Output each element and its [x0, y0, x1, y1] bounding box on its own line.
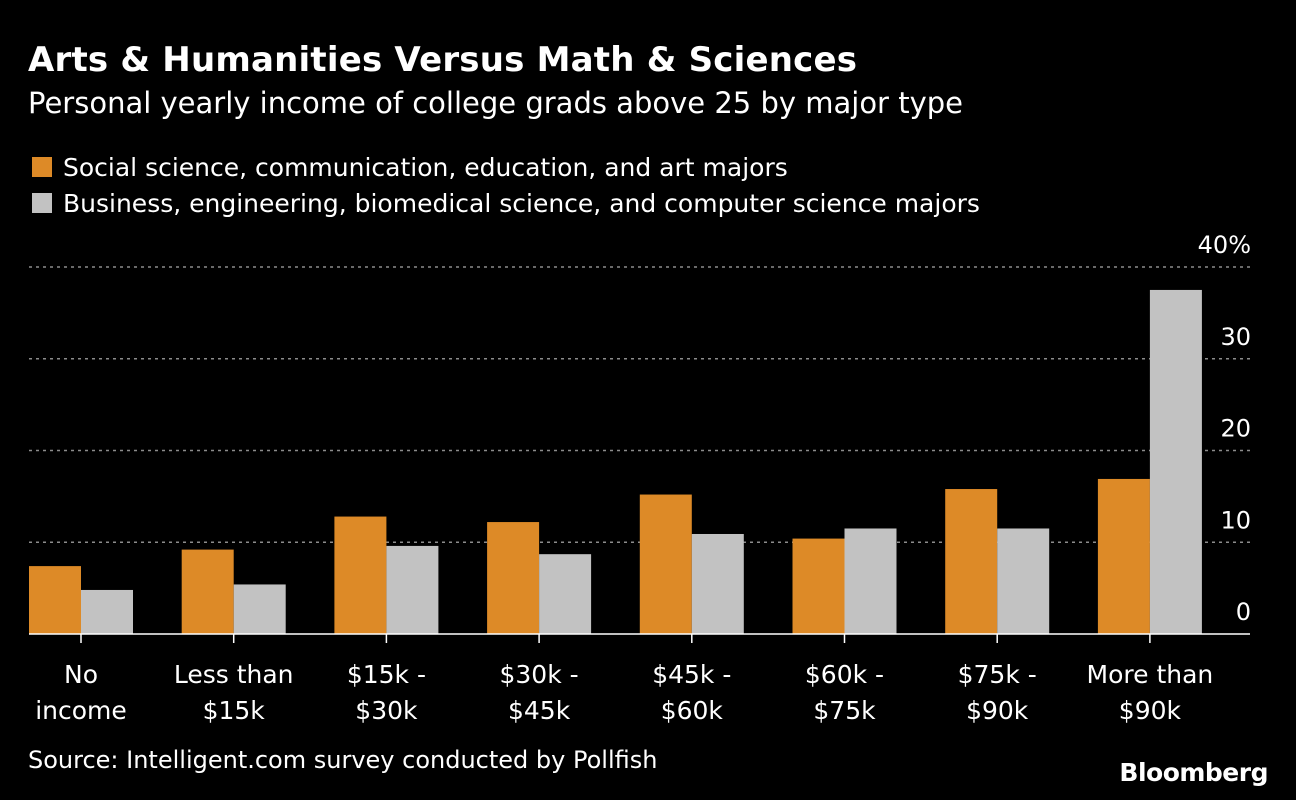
x-tick-label: Less than: [174, 660, 294, 689]
y-tick-label: 40%: [1198, 231, 1251, 259]
chart-title: Arts & Humanities Versus Math & Sciences: [28, 40, 858, 80]
x-tick-label: $90k: [1119, 696, 1182, 725]
bar-social-science: [334, 516, 387, 634]
x-tick-label: $60k -: [805, 660, 884, 689]
x-tick-label: $60k: [661, 696, 724, 725]
y-tick-label: 0: [1236, 598, 1251, 626]
bar-business-engineering: [386, 545, 439, 634]
bar-social-science: [487, 522, 540, 634]
legend-item-social-science: Social science, communication, education…: [32, 152, 788, 182]
x-tick-label: More than: [1087, 660, 1214, 689]
chart-subtitle: Personal yearly income of college grads …: [28, 86, 963, 120]
bar-business-engineering: [1149, 289, 1202, 634]
bar-business-engineering: [844, 528, 897, 634]
y-tick-label: 20: [1220, 415, 1251, 443]
legend-label: Social science, communication, education…: [63, 152, 788, 182]
x-tick-label: $30k -: [500, 660, 579, 689]
bar-business-engineering: [691, 533, 744, 634]
x-tick-label: $75k: [813, 696, 876, 725]
bar-social-science: [639, 494, 692, 634]
x-tick-label: $45k -: [652, 660, 731, 689]
bloomberg-logo: Bloomberg: [1119, 758, 1268, 787]
bar-business-engineering: [539, 554, 592, 634]
x-tick-label: $15k: [203, 696, 266, 725]
y-tick-label: 10: [1220, 506, 1251, 534]
source-note: Source: Intelligent.com survey conducted…: [28, 746, 658, 774]
bar-social-science: [29, 566, 81, 634]
y-tick-label: 30: [1220, 323, 1251, 351]
legend-swatch-gray: [32, 193, 52, 213]
bar-business-engineering: [233, 584, 286, 634]
x-tick-label: $45k: [508, 696, 571, 725]
legend-label: Business, engineering, biomedical scienc…: [63, 188, 980, 218]
bar-business-engineering: [81, 589, 133, 634]
x-tick-label: $15k -: [347, 660, 426, 689]
bar-business-engineering: [997, 528, 1050, 634]
x-tick-label: $90k: [966, 696, 1029, 725]
bar-social-science: [181, 549, 234, 634]
x-tick-label: $30k: [355, 696, 418, 725]
bar-social-science: [792, 538, 845, 634]
x-tick-label: $75k -: [958, 660, 1037, 689]
bar-social-science: [1097, 478, 1150, 634]
legend-item-business-engineering: Business, engineering, biomedical scienc…: [32, 188, 980, 218]
bar-social-science: [945, 489, 998, 634]
legend-swatch-orange: [32, 157, 52, 177]
x-tick-label: income: [35, 696, 127, 725]
x-tick-label: No: [64, 660, 98, 689]
